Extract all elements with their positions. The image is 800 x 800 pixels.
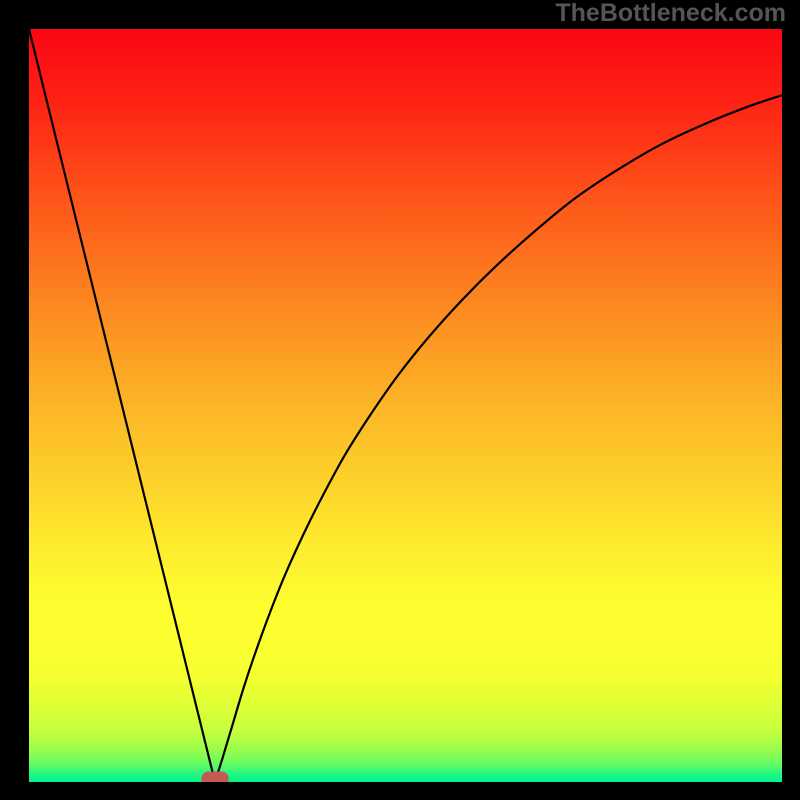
apex-marker <box>201 771 228 782</box>
plot-area <box>29 29 782 782</box>
right-curve <box>215 95 782 782</box>
watermark-label: TheBottleneck.com <box>555 0 786 28</box>
left-line <box>29 29 215 782</box>
curve-svg <box>29 29 782 782</box>
chart-container: TheBottleneck.com <box>0 0 800 800</box>
